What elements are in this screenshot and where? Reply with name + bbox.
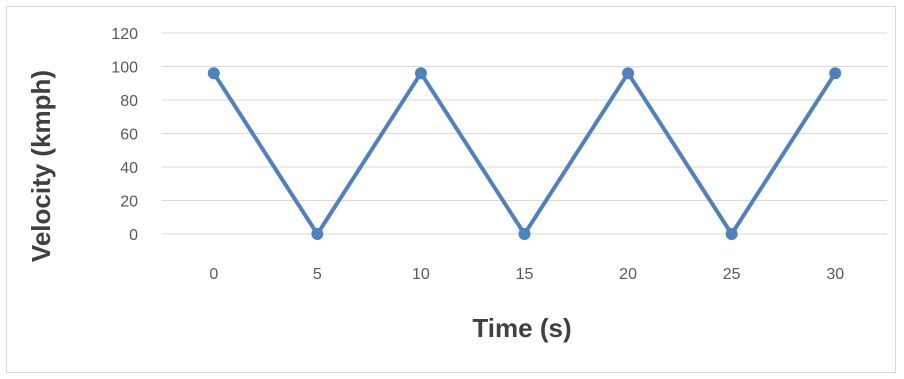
y-tick-label: 0: [129, 227, 138, 244]
chart-frame: [6, 6, 896, 373]
y-tick-label: 40: [120, 160, 138, 177]
y-tick-label: 120: [111, 26, 138, 43]
x-tick-label: 20: [619, 266, 637, 283]
data-point: [622, 67, 635, 80]
x-tick-label: 30: [826, 266, 844, 283]
data-point: [518, 228, 531, 240]
data-point: [207, 67, 220, 80]
data-point: [414, 67, 427, 80]
gridlines: [162, 32, 887, 235]
y-tick-label: 80: [120, 93, 138, 110]
x-tick-label: 0: [209, 266, 218, 283]
x-tick-label: 25: [723, 266, 741, 283]
x-tick-label: 10: [412, 266, 430, 283]
x-axis-title: Time (s): [472, 313, 571, 343]
y-tick-label: 20: [120, 194, 138, 211]
data-point: [725, 228, 738, 240]
data-point: [311, 228, 324, 240]
y-axis-title: Velocity (kmph): [26, 70, 56, 262]
data-point: [829, 67, 842, 80]
x-axis-ticks: 0 5 10 15 20 25 30: [209, 266, 844, 283]
y-tick-label: 60: [120, 127, 138, 144]
x-tick-label: 5: [313, 266, 322, 283]
y-tick-label: 100: [111, 60, 138, 77]
x-tick-label: 15: [516, 266, 534, 283]
series-line: [211, 71, 838, 236]
series-layer: [207, 67, 842, 240]
y-axis-ticks: 0 20 40 60 80 100 120: [111, 26, 138, 244]
